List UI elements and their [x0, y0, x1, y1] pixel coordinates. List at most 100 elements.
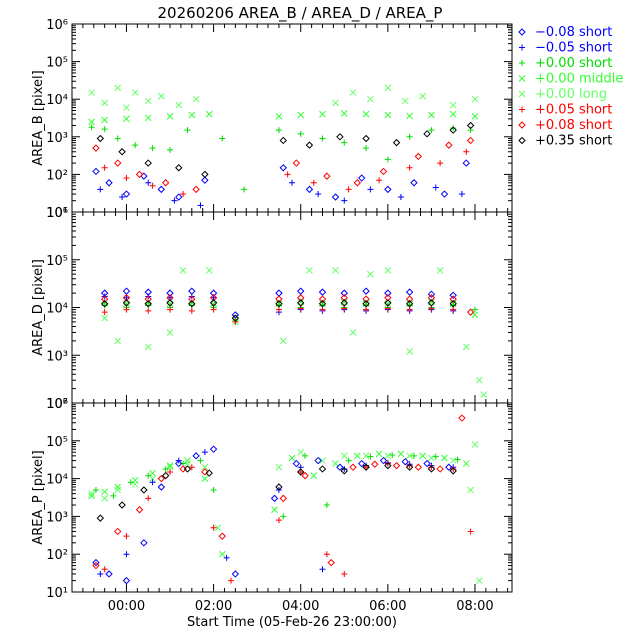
- data-point: [92, 561, 100, 570]
- data-point: [205, 110, 213, 118]
- data-point: [201, 463, 209, 471]
- legend-label: +0.35 short: [535, 134, 612, 149]
- data-point: [363, 306, 370, 313]
- legend-label: +0.00 middle: [535, 72, 623, 87]
- data-point: [289, 179, 295, 186]
- data-point: [341, 570, 348, 577]
- data-point: [449, 291, 457, 300]
- data-point: [201, 170, 209, 179]
- data-point: [405, 295, 414, 303]
- data-point: [406, 306, 413, 313]
- data-point: [201, 468, 209, 476]
- data-point: [340, 289, 348, 297]
- data-point: [458, 414, 466, 422]
- data-point: [122, 190, 131, 198]
- data-point: [450, 306, 457, 313]
- x-tick-label: 06:00: [369, 599, 406, 614]
- y-tick-label: 10⁴: [46, 302, 68, 317]
- data-points: [100, 266, 488, 398]
- y-axis-label: AREA_P [pixel]: [31, 450, 46, 544]
- data-point: [467, 528, 474, 535]
- data-point: [188, 300, 196, 308]
- data-point: [406, 348, 413, 355]
- data-point: [101, 495, 109, 502]
- legend: −0.08 short−0.05 short+0.00 short+0.00 m…: [518, 25, 623, 149]
- data-point: [105, 179, 113, 187]
- data-point: [114, 486, 122, 494]
- data-point: [275, 463, 283, 471]
- data-point: [166, 299, 174, 307]
- data-point: [110, 492, 117, 499]
- data-point: [161, 471, 170, 480]
- data-point: [123, 175, 130, 182]
- data-point: [340, 110, 348, 117]
- y-tick-label: 10²: [46, 548, 68, 563]
- data-point: [449, 126, 457, 134]
- data-point: [306, 266, 313, 274]
- data-point: [114, 159, 122, 167]
- data-point: [384, 452, 392, 460]
- data-point: [144, 295, 152, 303]
- data-point: [145, 472, 152, 479]
- data-point: [297, 468, 304, 475]
- data-point: [349, 89, 357, 96]
- data-point: [218, 550, 226, 558]
- data-point: [432, 453, 439, 460]
- data-point: [175, 101, 183, 109]
- data-point: [340, 467, 348, 475]
- y-axis-label: AREA_D [pixel]: [31, 259, 46, 356]
- data-point: [275, 306, 282, 313]
- data-point: [140, 539, 148, 547]
- data-point: [101, 99, 109, 107]
- x-tick-label: 00:00: [108, 599, 145, 614]
- data-point: [149, 182, 156, 189]
- data-point: [171, 197, 178, 204]
- data-point: [336, 463, 344, 471]
- data-point: [466, 121, 475, 130]
- data-point: [323, 551, 330, 558]
- data-point: [180, 191, 187, 198]
- data-point: [132, 142, 139, 149]
- data-point: [392, 461, 401, 470]
- data-point: [88, 118, 95, 126]
- data-point: [405, 463, 414, 471]
- data-point: [101, 488, 109, 496]
- data-point: [214, 524, 222, 532]
- data-point: [410, 179, 418, 187]
- data-point: [167, 306, 174, 313]
- data-point: [96, 134, 105, 143]
- data-point: [179, 266, 187, 274]
- data-point: [315, 191, 322, 198]
- data-point: [149, 479, 156, 486]
- data-point: [427, 290, 436, 298]
- data-point: [371, 460, 379, 468]
- data-point: [123, 306, 130, 313]
- legend-label: +0.00 long: [535, 87, 607, 102]
- data-point: [188, 307, 195, 314]
- data-point: [410, 452, 417, 459]
- data-point: [101, 309, 108, 316]
- data-point: [297, 299, 305, 307]
- y-tick-label: 10⁵: [46, 254, 68, 269]
- data-point: [384, 460, 391, 467]
- data-point: [471, 441, 479, 448]
- data-point: [384, 294, 392, 302]
- data-point: [197, 202, 204, 209]
- data-point: [231, 570, 240, 578]
- panel-frame: [71, 211, 513, 404]
- data-point: [157, 474, 166, 483]
- data-point: [279, 136, 287, 145]
- data-point: [175, 459, 183, 468]
- data-point: [97, 186, 104, 193]
- data-point: [188, 295, 196, 303]
- data-point: [441, 454, 448, 462]
- x-tick-label: 02:00: [195, 599, 232, 614]
- data-point: [428, 454, 435, 462]
- data-point: [92, 167, 100, 176]
- data-point: [462, 460, 470, 467]
- data-point: [475, 577, 483, 584]
- y-tick-label: 10²: [46, 168, 68, 183]
- data-point: [275, 300, 283, 308]
- data-point: [362, 295, 370, 303]
- legend-label: +0.08 short: [535, 118, 612, 133]
